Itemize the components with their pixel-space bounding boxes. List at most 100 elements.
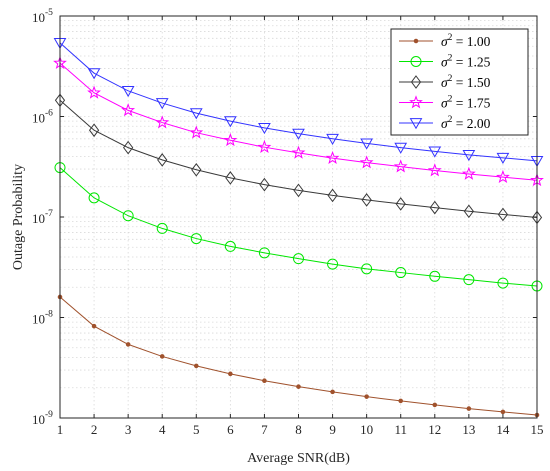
data-point [398, 398, 404, 404]
data-point [497, 207, 509, 222]
data-point [360, 138, 374, 150]
data-point [225, 171, 236, 185]
data-point [496, 169, 510, 184]
data-point [461, 166, 476, 180]
legend-label: σ2 = 1.50 [441, 74, 491, 90]
data-point [327, 258, 339, 270]
data-point [122, 210, 134, 222]
y-tick-label-base: 10 [32, 211, 45, 226]
legend-label-symbol: σ [441, 116, 449, 131]
x-tick-label: 5 [193, 422, 200, 437]
data-point [364, 394, 369, 399]
data-point [259, 177, 270, 192]
x-tick-label: 3 [125, 422, 132, 437]
x-tick-label: 9 [329, 422, 336, 437]
data-point [500, 409, 506, 415]
legend-item: σ2 = 2.00 [399, 115, 491, 131]
data-point [257, 139, 272, 154]
legend-label-symbol: σ [441, 96, 449, 111]
x-tick-label: 10 [360, 422, 373, 437]
data-point [224, 240, 236, 252]
data-point [395, 197, 406, 211]
data-point [296, 384, 301, 389]
y-tick-label: 10-9 [32, 410, 53, 427]
legend-label-value: = 1.50 [452, 75, 490, 90]
y-tick-label-exponent: -8 [45, 310, 53, 320]
x-tick-label: 1 [57, 422, 64, 437]
data-point [393, 159, 408, 173]
legend-item: σ2 = 1.50 [399, 74, 491, 90]
x-tick-label: 8 [295, 422, 302, 437]
legend-marker [409, 118, 423, 130]
data-point [463, 204, 474, 219]
data-point [123, 140, 134, 155]
data-point [466, 406, 472, 411]
data-point [156, 222, 168, 234]
data-point [359, 155, 374, 169]
data-point [326, 133, 339, 146]
data-point [496, 152, 510, 165]
legend-label: σ2 = 1.25 [441, 54, 491, 70]
data-point [432, 402, 438, 408]
series-1 [57, 294, 540, 418]
series-4 [53, 55, 544, 187]
data-point [191, 162, 202, 177]
y-tick-label-base: 10 [32, 412, 45, 427]
data-point [361, 263, 373, 275]
data-point [223, 133, 238, 147]
legend-label-symbol: σ [441, 55, 449, 70]
legend-item: σ2 = 1.75 [399, 95, 491, 111]
series-line [59, 167, 538, 287]
data-point [121, 85, 135, 98]
data-point [497, 277, 509, 289]
data-point [428, 146, 442, 158]
ticks: 1 2 3 4 5 6 7 8 9 10 11 12 13 14 1510-910-810-710-610-… [32, 8, 544, 437]
series-line [59, 99, 538, 218]
data-point [223, 116, 237, 128]
series-line [59, 42, 538, 162]
legend-label-value: = 2.00 [452, 116, 490, 131]
data-point [463, 274, 475, 286]
x-tick-label: 13 [462, 422, 475, 437]
y-tick-label-exponent: -9 [45, 410, 53, 420]
legend-item: σ2 = 1.25 [399, 54, 491, 70]
data-point [159, 354, 165, 359]
data-point [427, 163, 442, 177]
y-axis-title: Outage Probability [11, 164, 26, 270]
x-tick-label: 6 [227, 422, 234, 437]
legend-marker [409, 95, 423, 109]
data-point [87, 68, 101, 80]
data-point [258, 247, 270, 259]
data-point [258, 123, 271, 135]
y-tick-label-base: 10 [32, 111, 45, 126]
legend-marker [410, 56, 422, 67]
y-tick-label: 10-8 [32, 310, 53, 327]
legend-label-symbol: σ [441, 34, 449, 49]
data-point [262, 378, 267, 384]
data-point [293, 253, 304, 265]
y-tick-label-exponent: -5 [45, 8, 53, 18]
data-point [462, 149, 476, 162]
data-point [228, 371, 233, 377]
legend-item: σ2 = 1.00 [399, 33, 491, 49]
series-line [59, 62, 538, 181]
legend-label: σ2 = 1.00 [441, 33, 491, 49]
data-point [88, 192, 100, 204]
data-point [87, 85, 101, 99]
series-3 [54, 93, 543, 225]
data-point [291, 145, 306, 159]
x-tick-label: 14 [496, 422, 510, 437]
data-point [327, 188, 338, 203]
x-tick-label: 12 [428, 422, 441, 437]
data-point [189, 108, 203, 120]
legend-label-exponent: 2 [448, 115, 453, 125]
legend-label: σ2 = 2.00 [441, 115, 491, 131]
data-point [189, 125, 204, 139]
y-tick-label-base: 10 [32, 10, 45, 25]
x-tick-label: 11 [394, 422, 407, 437]
data-point [395, 267, 407, 279]
data-point [88, 123, 100, 138]
data-point [91, 323, 97, 329]
